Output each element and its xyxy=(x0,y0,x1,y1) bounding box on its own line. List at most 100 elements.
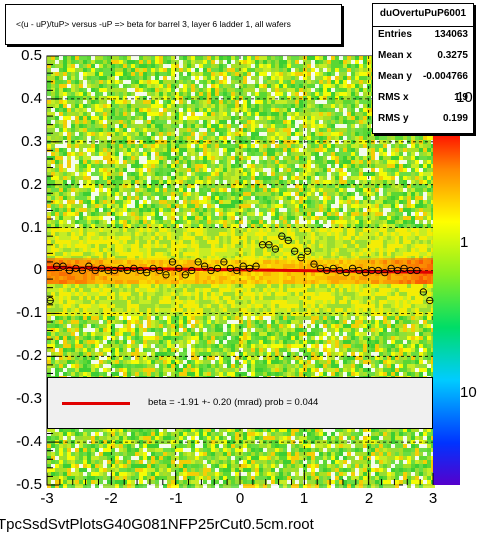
heatmap-cell xyxy=(51,64,55,68)
heatmap-cell xyxy=(127,228,131,232)
heatmap-cell xyxy=(227,476,231,480)
heatmap-cell xyxy=(159,236,163,240)
heatmap-cell xyxy=(135,116,139,120)
heatmap-cell xyxy=(95,288,99,292)
heatmap-cell xyxy=(143,232,147,236)
heatmap-cell xyxy=(63,292,67,296)
heatmap-cell xyxy=(203,240,207,244)
heatmap-cell xyxy=(151,324,155,328)
heatmap-cell xyxy=(223,364,227,368)
heatmap-cell xyxy=(203,92,207,96)
heatmap-cell xyxy=(103,128,107,132)
heatmap-cell xyxy=(207,448,211,452)
heatmap-cell xyxy=(115,328,119,332)
heatmap-cell xyxy=(107,228,111,232)
heatmap-cell xyxy=(207,356,211,360)
heatmap-cell xyxy=(227,436,231,440)
heatmap-cell xyxy=(103,120,107,124)
heatmap-cell xyxy=(115,356,119,360)
heatmap-cell xyxy=(191,156,195,160)
heatmap-cell xyxy=(175,184,179,188)
heatmap-cell xyxy=(103,432,107,436)
heatmap-cell xyxy=(223,308,227,312)
heatmap-cell xyxy=(119,452,123,456)
heatmap-cell xyxy=(115,88,119,92)
heatmap-cell xyxy=(59,96,63,100)
heatmap-cell xyxy=(115,208,119,212)
heatmap-cell xyxy=(115,460,119,464)
heatmap-cell xyxy=(99,156,103,160)
heatmap-cell xyxy=(167,372,171,376)
heatmap-cell xyxy=(71,80,75,84)
heatmap-cell xyxy=(187,56,191,60)
heatmap-cell xyxy=(199,340,203,344)
heatmap-cell xyxy=(115,244,119,248)
heatmap-cell xyxy=(199,60,203,64)
heatmap-cell xyxy=(107,180,111,184)
heatmap-cell xyxy=(63,112,67,116)
heatmap-cell xyxy=(71,252,75,256)
heatmap-cell xyxy=(135,304,139,308)
heatmap-cell xyxy=(119,448,123,452)
heatmap-cell xyxy=(159,204,163,208)
heatmap-cell xyxy=(47,436,51,440)
heatmap-cell xyxy=(223,288,227,292)
heatmap-cell xyxy=(127,252,131,256)
heatmap-cell xyxy=(211,368,215,372)
heatmap-cell xyxy=(71,436,75,440)
heatmap-cell xyxy=(227,60,231,64)
heatmap-cell xyxy=(127,372,131,376)
heatmap-cell xyxy=(95,176,99,180)
heatmap-cell xyxy=(127,476,131,480)
heatmap-cell xyxy=(223,428,227,432)
heatmap-cell xyxy=(67,472,71,476)
heatmap-cell xyxy=(87,128,91,132)
heatmap-cell xyxy=(83,196,87,200)
heatmap-cell xyxy=(135,292,139,296)
heatmap-cell xyxy=(147,464,151,468)
heatmap-cell xyxy=(219,364,223,368)
heatmap-cell xyxy=(51,216,55,220)
heatmap-cell xyxy=(143,316,147,320)
heatmap-cell xyxy=(115,196,119,200)
heatmap-cell xyxy=(219,244,223,248)
heatmap-cell xyxy=(191,136,195,140)
heatmap-cell xyxy=(75,112,79,116)
heatmap-cell xyxy=(63,316,67,320)
heatmap-cell xyxy=(55,456,59,460)
heatmap-cell xyxy=(111,224,115,228)
heatmap-cell xyxy=(179,56,183,60)
heatmap-cell xyxy=(95,232,99,236)
heatmap-cell xyxy=(55,284,59,288)
heatmap-cell xyxy=(83,288,87,292)
heatmap-cell xyxy=(195,460,199,464)
heatmap-cell xyxy=(143,452,147,456)
heatmap-cell xyxy=(51,332,55,336)
heatmap-cell xyxy=(91,480,95,484)
heatmap-cell xyxy=(179,372,183,376)
heatmap-cell xyxy=(203,84,207,88)
heatmap-cell xyxy=(87,188,91,192)
heatmap-cell xyxy=(135,448,139,452)
heatmap-cell xyxy=(155,56,159,60)
heatmap-cell xyxy=(151,188,155,192)
heatmap-cell xyxy=(99,92,103,96)
heatmap-cell xyxy=(207,364,211,368)
heatmap-cell xyxy=(147,356,151,360)
heatmap-cell xyxy=(59,308,63,312)
heatmap-cell xyxy=(223,196,227,200)
heatmap-cell xyxy=(203,448,207,452)
heatmap-cell xyxy=(171,324,175,328)
heatmap-cell xyxy=(115,444,119,448)
heatmap-cell xyxy=(223,472,227,476)
heatmap-cell xyxy=(203,228,207,232)
heatmap-cell xyxy=(211,212,215,216)
heatmap-cell xyxy=(79,328,83,332)
heatmap-cell xyxy=(63,284,67,288)
heatmap-cell xyxy=(191,200,195,204)
heatmap-cell xyxy=(151,240,155,244)
heatmap-cell xyxy=(163,168,167,172)
heatmap-cell xyxy=(119,284,123,288)
heatmap-cell xyxy=(87,328,91,332)
heatmap-cell xyxy=(139,56,143,60)
